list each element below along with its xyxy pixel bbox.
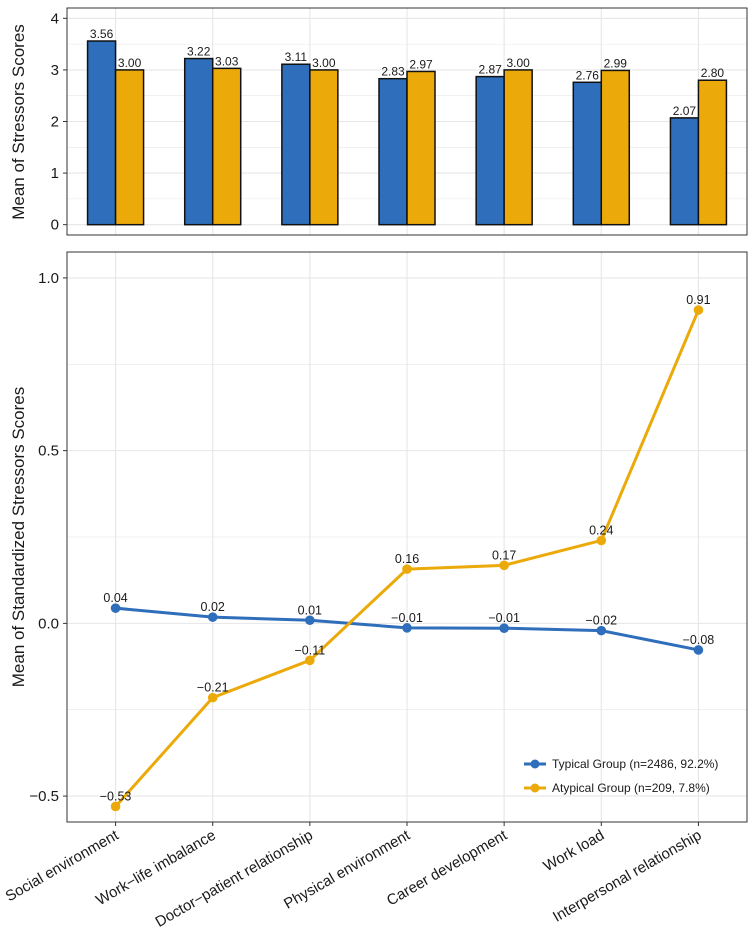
point-label-atypical: 0.16 [395, 552, 419, 566]
bar-typical [86, 40, 117, 226]
point-typical [305, 615, 315, 626]
line-y-tick-label: −0.5 [29, 788, 59, 805]
point-atypical [693, 305, 704, 315]
point-label-typical: 0.02 [201, 600, 225, 614]
legend: Typical Group (n=2486, 92.2%) Atypical G… [524, 757, 718, 795]
bar-value-label: 3.56 [90, 27, 114, 41]
bar-typical [669, 117, 700, 226]
bar-value-label: 2.99 [604, 56, 628, 70]
point-label-typical: −0.02 [585, 614, 617, 628]
line-marks: 0.04 0.02 0.01 −0.01 −0.01 −0.02 −0.08 −0.53 −0.… [100, 293, 715, 812]
bar-typical [281, 63, 311, 226]
line-y-tick-label: 1.0 [38, 270, 59, 287]
bar-value-label: 2.87 [478, 63, 502, 77]
point-typical [207, 612, 218, 622]
legend-typical-label: Typical Group (n=2486, 92.2%) [552, 757, 718, 771]
line-y-tick-label: 0.5 [38, 443, 59, 460]
bar-value-label: 3.03 [215, 54, 239, 68]
legend-atypical-label: Atypical Group (n=209, 7.8%) [552, 781, 710, 795]
bar-atypical [211, 67, 242, 226]
point-label-typical: 0.04 [103, 591, 127, 605]
bar-value-label: 2.07 [673, 104, 697, 118]
point-label-atypical: 0.91 [686, 293, 710, 307]
bar-value-label: 2.80 [701, 66, 725, 80]
point-atypical [207, 692, 218, 703]
legend-atypical-marker [530, 783, 540, 793]
point-label-atypical: 0.17 [492, 548, 516, 562]
bar-value-label: 3.22 [187, 45, 211, 59]
bar-y-tick-label: 1 [51, 165, 59, 182]
bar-y-ticks: 0 1 2 3 4 [51, 10, 67, 234]
bar-value-label: 2.97 [409, 57, 433, 71]
line-y-axis-title: Mean of Standardized Stressors Scores [9, 387, 28, 687]
bar-value-label: 2.83 [381, 65, 405, 79]
bar-marks: 3.56 3.22 3.11 2.83 2.87 2.76 2.07 3.00 3.03 3.00… [86, 27, 728, 226]
bar-atypical [114, 69, 145, 226]
line-y-tick-label: 0.0 [38, 615, 59, 632]
point-typical [402, 623, 412, 633]
point-typical [596, 625, 607, 636]
bar-atypical [697, 79, 728, 226]
line-y-ticks: −0.5 0.0 0.5 1.0 [29, 270, 67, 805]
bar-y-tick-label: 2 [51, 114, 59, 131]
line-gridlines [67, 252, 747, 822]
point-typical [499, 623, 509, 633]
bar-y-tick-label: 0 [51, 217, 59, 234]
point-label-atypical: −0.21 [197, 681, 229, 695]
line-panel: 0.04 0.02 0.01 −0.01 −0.01 −0.02 −0.08 −0.53 −0.… [9, 251, 748, 823]
x-tick-label: Work load [541, 827, 608, 875]
bar-atypical [600, 69, 631, 226]
point-label-atypical: 0.24 [589, 523, 613, 537]
bar-atypical [309, 69, 339, 226]
bar-typical [572, 81, 603, 226]
legend-typical-marker [530, 759, 540, 769]
bar-value-label: 3.00 [118, 56, 142, 70]
point-atypical [110, 801, 121, 812]
bar-y-tick-label: 3 [51, 62, 59, 79]
point-typical [110, 603, 121, 613]
bar-value-label: 3.00 [312, 56, 336, 70]
point-atypical [305, 655, 315, 666]
point-label-typical: −0.08 [683, 633, 715, 647]
bar-value-label: 3.11 [285, 50, 308, 64]
point-atypical [596, 535, 607, 546]
bar-atypical [503, 69, 533, 226]
point-atypical [402, 564, 412, 574]
bar-atypical [406, 70, 436, 226]
legend-item-atypical[interactable]: Atypical Group (n=209, 7.8%) [524, 781, 710, 795]
point-atypical [499, 560, 509, 571]
point-typical [693, 645, 704, 655]
bar-value-label: 2.76 [576, 68, 600, 82]
bar-typical [475, 75, 505, 226]
bar-typical [183, 57, 214, 226]
bar-value-label: 3.00 [506, 56, 530, 70]
point-label-atypical: −0.11 [295, 643, 326, 657]
point-label-typical: −0.01 [391, 611, 423, 625]
point-label-atypical: −0.53 [100, 789, 132, 803]
bar-panel: 3.56 3.22 3.11 2.83 2.87 2.76 2.07 3.00 3.03 3.00… [9, 7, 748, 236]
legend-item-typical[interactable]: Typical Group (n=2486, 92.2%) [524, 757, 718, 771]
bar-typical [378, 77, 408, 226]
bar-y-axis-title: Mean of Stressors Scores [9, 24, 28, 220]
x-tick-label: Doctor−patient relationship [152, 827, 315, 931]
bar-y-tick-label: 4 [51, 10, 59, 27]
point-label-typical: 0.01 [298, 603, 322, 617]
point-label-typical: −0.01 [488, 611, 520, 625]
